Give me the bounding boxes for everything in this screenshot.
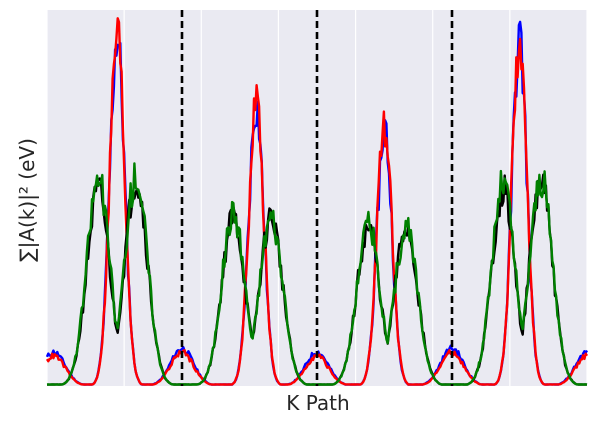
x-axis-label: K Path xyxy=(286,391,349,415)
y-axis-label: ∑|A(k)|² (eV) xyxy=(15,138,39,262)
high-symmetry-lines xyxy=(180,10,454,386)
